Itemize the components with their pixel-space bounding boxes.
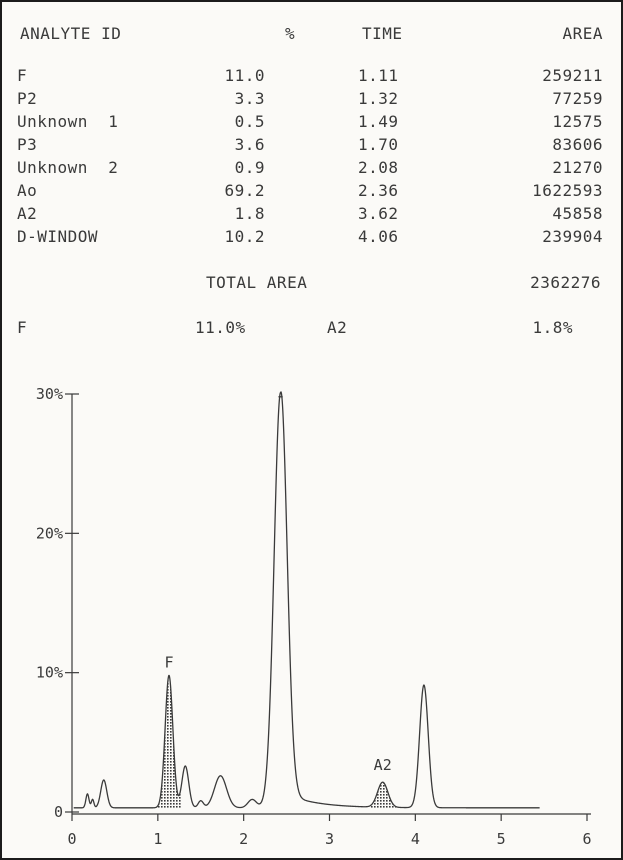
analyte-area: 21270 xyxy=(552,158,603,177)
analyte-area: 83606 xyxy=(552,135,603,154)
analyte-percent: 3.6 xyxy=(234,135,265,154)
header-analyte-id: ANALYTE ID xyxy=(20,24,122,43)
analyte-id: A2 xyxy=(17,204,38,223)
x-tick-label: 0 xyxy=(67,830,76,848)
x-tick-label: 4 xyxy=(411,830,420,848)
analyte-area: 239904 xyxy=(542,227,603,246)
analyte-time: 2.08 xyxy=(358,158,399,177)
table-row: Unknown 1 0.5 1.49 12575 xyxy=(2,112,621,135)
analyte-percent: 1.8 xyxy=(234,204,265,223)
y-tick-label: 10% xyxy=(36,664,63,682)
peak-label-a2: A2 xyxy=(374,756,392,774)
analyte-id: D-WINDOW xyxy=(17,227,99,246)
analyte-time: 1.32 xyxy=(358,89,399,108)
header-time: TIME xyxy=(362,24,403,43)
table-row: F 11.0 1.11 259211 xyxy=(2,66,621,89)
analyte-percent: 69.2 xyxy=(224,181,265,200)
x-tick-label: 5 xyxy=(497,830,506,848)
table-row: D-WINDOW 10.2 4.06 239904 xyxy=(2,227,621,250)
table-row: P3 3.6 1.70 83606 xyxy=(2,135,621,158)
summary-f-label: F xyxy=(17,318,28,337)
analyte-time: 1.70 xyxy=(358,135,399,154)
results-table: F 11.0 1.11 259211 P2 3.3 1.32 77259 Unk… xyxy=(2,66,621,250)
analyte-area: 259211 xyxy=(542,66,603,85)
y-tick-label: 30% xyxy=(36,385,63,403)
analyte-percent: 0.5 xyxy=(234,112,265,131)
analyte-area: 77259 xyxy=(552,89,603,108)
summary-a2-value: 1.8% xyxy=(532,318,573,337)
analyte-time: 1.49 xyxy=(358,112,399,131)
summary-a2-label: A2 xyxy=(327,318,348,337)
table-row: Unknown 2 0.9 2.08 21270 xyxy=(2,158,621,181)
analyte-id: Ao xyxy=(17,181,38,200)
analyte-area: 1622593 xyxy=(532,181,603,200)
y-tick-label: 0 xyxy=(54,803,63,821)
analyte-id: P3 xyxy=(17,135,38,154)
analyte-area: 45858 xyxy=(552,204,603,223)
chromatogram-trace xyxy=(73,391,540,809)
analyte-id: F xyxy=(17,66,28,85)
shaded-peak-a2 xyxy=(370,782,397,808)
header-area: AREA xyxy=(562,24,603,43)
x-tick-label: 3 xyxy=(325,830,334,848)
y-tick-label: 20% xyxy=(36,524,63,542)
analyte-percent: 11.0 xyxy=(224,66,265,85)
summary-f-value: 11.0% xyxy=(195,318,246,337)
x-tick-label: 1 xyxy=(153,830,162,848)
analyte-id: P2 xyxy=(17,89,38,108)
x-tick-label: 6 xyxy=(582,830,591,848)
table-row: A2 1.8 3.62 45858 xyxy=(2,204,621,227)
analyte-percent: 10.2 xyxy=(224,227,265,246)
analyte-time: 3.62 xyxy=(358,204,399,223)
analyte-id: Unknown 2 xyxy=(17,158,119,177)
analyte-time: 2.36 xyxy=(358,181,399,200)
table-row: Ao 69.2 2.36 1622593 xyxy=(2,181,621,204)
x-tick-label: 2 xyxy=(239,830,248,848)
table-row: P2 3.3 1.32 77259 xyxy=(2,89,621,112)
shaded-peak-f xyxy=(155,675,182,808)
analyte-time: 1.11 xyxy=(358,66,399,85)
analyte-area: 12575 xyxy=(552,112,603,131)
header-percent: % xyxy=(285,24,296,43)
analyte-percent: 0.9 xyxy=(234,158,265,177)
total-area-value: 2362276 xyxy=(530,273,601,292)
analyte-time: 4.06 xyxy=(358,227,399,246)
analyte-id: Unknown 1 xyxy=(17,112,119,131)
peak-label-f: F xyxy=(164,653,173,671)
total-area-label: TOTAL AREA xyxy=(206,273,308,292)
analyte-percent: 3.3 xyxy=(234,89,265,108)
